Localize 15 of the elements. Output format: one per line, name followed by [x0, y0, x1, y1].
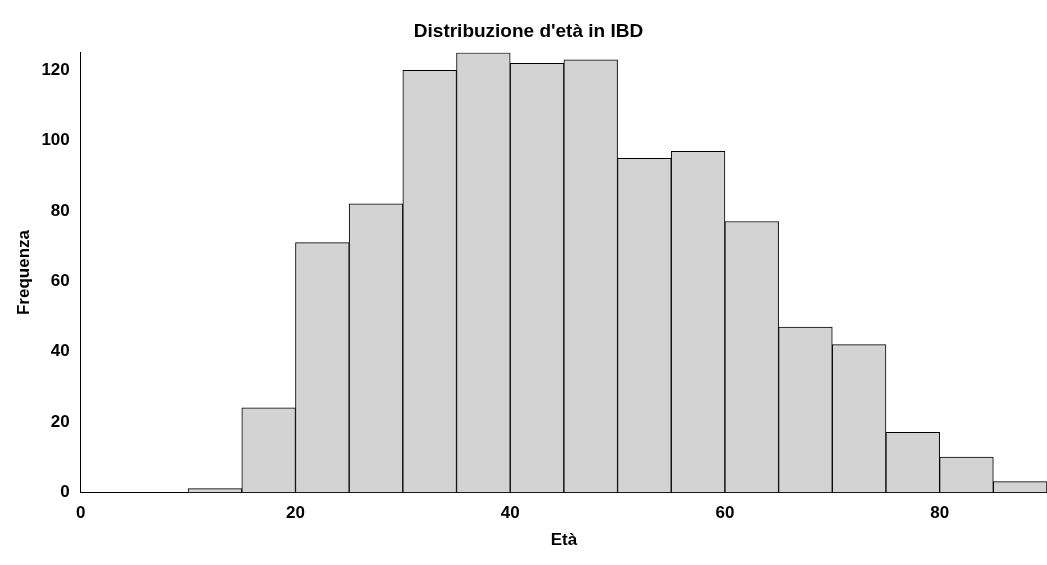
y-tick-label: 80 [50, 200, 70, 220]
x-tick-label: 60 [715, 503, 735, 523]
y-tick-label: 0 [60, 481, 70, 501]
y-tick-label: 20 [50, 411, 70, 431]
x-tick-label: 80 [930, 503, 950, 523]
y-tick-label: 120 [41, 60, 70, 80]
x-tick-label: 40 [500, 503, 520, 523]
x-tick-label: 0 [76, 503, 86, 523]
y-tick-label: 100 [41, 130, 70, 150]
y-axis-title: Frequenza [13, 229, 33, 316]
y-tick-label: 60 [50, 270, 70, 290]
x-tick-label: 20 [286, 503, 305, 523]
x-axis-title: Età [550, 530, 578, 550]
y-tick-label: 40 [50, 341, 70, 361]
chart-title: Distribuzione d'età in IBD [413, 19, 644, 41]
